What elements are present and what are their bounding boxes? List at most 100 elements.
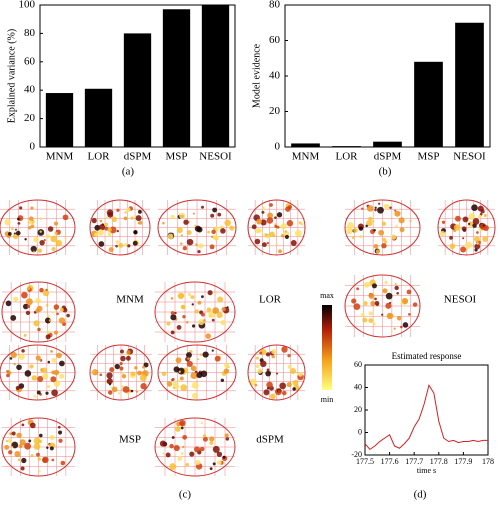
brain-blob (472, 218, 480, 225)
brain-blob (186, 230, 192, 235)
brain-blob (119, 366, 124, 371)
brain-outline (247, 344, 306, 401)
brain-blob (374, 300, 380, 306)
chart-title: Estimated response (392, 351, 462, 361)
y-tick-label: 80 (269, 0, 281, 11)
brain-blob (39, 287, 44, 293)
brain-blob (207, 230, 210, 234)
brain-blob (462, 237, 465, 240)
brain-blob (226, 306, 229, 309)
x-tick-label: MNM (46, 151, 74, 163)
brain-blob (449, 243, 456, 250)
brain-blob (211, 318, 215, 322)
bar (201, 5, 230, 147)
brain-blob (255, 228, 261, 234)
x-tick-label: dSPM (124, 151, 152, 163)
brain-blob (108, 383, 112, 386)
brain-blob (176, 325, 182, 330)
brain-blob (177, 379, 180, 383)
brain-blob (269, 203, 273, 207)
brain-blob (346, 227, 353, 235)
brain-blob (116, 229, 119, 233)
colorbar (322, 305, 332, 390)
brain-blob (166, 381, 173, 387)
brain-blob (412, 302, 418, 307)
panel-caption: (d) (414, 489, 427, 501)
brain-blob (408, 313, 411, 316)
brain-blob (353, 228, 358, 233)
brain-blob (8, 450, 13, 455)
brain-blob (366, 220, 373, 227)
brain-blob (4, 219, 11, 226)
brain-blob (159, 440, 167, 447)
brain-blob (225, 437, 230, 441)
brain-blob (271, 354, 275, 359)
x-axis-label: time s (417, 466, 436, 475)
brain-blob (45, 288, 48, 291)
brain-blob (181, 305, 186, 310)
brain-blob (384, 240, 388, 244)
brain-blob (181, 445, 185, 449)
panel-caption: (a) (122, 166, 135, 178)
brain-blob (465, 241, 473, 249)
brain-blob (126, 350, 131, 355)
brain-blob (256, 218, 263, 225)
brain-blob (462, 216, 469, 223)
brain-blob (18, 383, 25, 389)
x-tick-label: NESOI (199, 151, 232, 163)
brain-blob (212, 207, 218, 213)
brain-blob (216, 460, 222, 465)
brain-blob (124, 211, 127, 214)
brain-blob (287, 205, 292, 210)
x-tick-label: MNM (292, 151, 320, 163)
brain-blob (286, 220, 294, 227)
brain-blob (474, 243, 481, 250)
brain-blob (31, 375, 37, 381)
brain-blob (99, 373, 103, 377)
x-tick-label: 177.6 (381, 457, 399, 466)
brain-blob (29, 422, 36, 429)
brain-blob (25, 310, 31, 316)
brain-blob (173, 445, 180, 452)
brain-blob (194, 224, 197, 227)
y-tick-label: 20 (354, 405, 362, 414)
brain-blob (213, 227, 216, 230)
brain-blob (216, 312, 223, 319)
brain-blob (212, 462, 216, 466)
brain-blob (189, 451, 195, 457)
brain-blob (14, 228, 17, 231)
brain-blob (378, 202, 381, 205)
brain-blob (383, 203, 390, 210)
brain-blob (260, 219, 267, 226)
brain-blob (449, 235, 453, 240)
brain-blob (257, 368, 263, 374)
brain-blob (374, 297, 377, 301)
brain-blob (47, 360, 51, 364)
brain-blob (162, 452, 165, 455)
x-tick-label: dSPM (374, 151, 402, 163)
brain-outline (0, 344, 76, 401)
brain-blob (57, 425, 61, 429)
brain-blob (180, 384, 188, 392)
brain-blob (106, 378, 113, 385)
brain-blob (366, 205, 374, 212)
brain-blob (394, 285, 399, 291)
brain-map (89, 199, 151, 256)
brain-blob (11, 431, 16, 436)
brain-blob (200, 205, 204, 209)
brain-blob (175, 357, 182, 364)
brain-map (1, 281, 76, 343)
brain-outline (157, 199, 237, 256)
brain-blob (14, 451, 21, 458)
brain-blob (122, 386, 130, 393)
brain-blob (374, 208, 377, 212)
brain-blob (202, 351, 209, 358)
brain-blob (171, 377, 175, 381)
brain-blob (20, 466, 25, 471)
brain-blob (58, 317, 66, 324)
brain-blob (265, 352, 271, 357)
brain-blob (363, 301, 368, 306)
brain-blob (220, 228, 226, 234)
brain-blob (468, 222, 471, 226)
brain-blob (217, 296, 224, 303)
